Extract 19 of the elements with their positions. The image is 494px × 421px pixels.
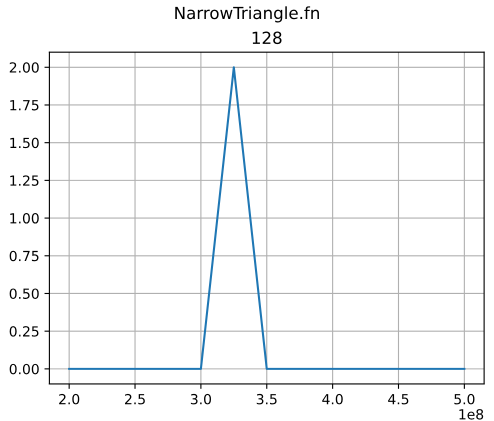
y-tick-label: 0.00 bbox=[10, 364, 39, 374]
text: 1e8 bbox=[459, 409, 484, 420]
x-tick-label: 3.5 bbox=[256, 394, 277, 404]
x-tick-label: 4.0 bbox=[322, 394, 343, 404]
y-tick-label: 0.25 bbox=[10, 326, 38, 337]
x-tick-label: 4.5 bbox=[388, 394, 408, 404]
x-tick-label: 3.0 bbox=[190, 394, 212, 404]
y-tick-label: 0.75 bbox=[10, 250, 38, 262]
y-tick-label: 2.00 bbox=[10, 62, 39, 73]
y-tick-label: 1.25 bbox=[10, 175, 38, 186]
y-tick-label: 1.75 bbox=[10, 100, 38, 110]
y-tick-label: 1.00 bbox=[10, 213, 39, 224]
chart-subtitle: 128 bbox=[252, 32, 282, 44]
x-tick-label: 2.5 bbox=[125, 394, 145, 404]
x-tick-label: 2.0 bbox=[59, 394, 80, 404]
y-tick-label: 0.50 bbox=[10, 288, 39, 299]
y-tick-label: 1.50 bbox=[10, 138, 39, 148]
chart-title: NarrowTriangle.fn bbox=[175, 6, 319, 22]
x-tick-label: 5.0 bbox=[454, 394, 474, 404]
